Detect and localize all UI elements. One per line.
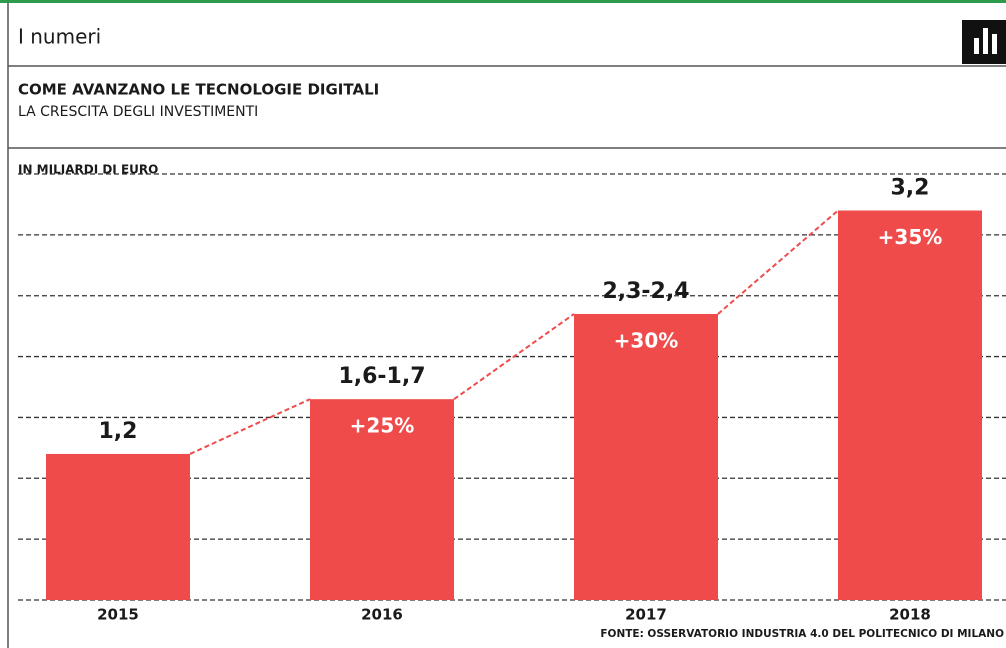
- header: I numeri: [18, 25, 101, 49]
- top-rule: [0, 0, 1006, 3]
- icon-bar: [992, 34, 997, 54]
- connector: [717, 209, 839, 315]
- value-label: 1,6-1,7: [338, 364, 425, 389]
- chart-title: COME AVANZANO LE TECNOLOGIE DIGITALI: [18, 81, 379, 99]
- icon-bar: [983, 28, 988, 54]
- x-tick-label: 2016: [361, 606, 403, 624]
- x-tick-label: 2017: [625, 606, 667, 624]
- connector: [453, 313, 575, 400]
- value-label: 2,3-2,4: [602, 279, 689, 304]
- bar: [46, 453, 190, 600]
- icon-bar: [974, 38, 979, 54]
- axis-label: IN MILIARDI DI EURO: [18, 163, 158, 177]
- x-tick-label: 2015: [97, 606, 139, 624]
- bar: [574, 313, 718, 600]
- growth-label: +25%: [350, 414, 415, 438]
- bar: [310, 399, 454, 600]
- value-label: 1,2: [99, 419, 138, 444]
- x-tick-label: 2018: [889, 606, 931, 624]
- growth-label: +35%: [878, 225, 943, 249]
- value-label: 3,2: [891, 176, 930, 201]
- growth-label: +30%: [614, 328, 679, 352]
- connector: [189, 398, 311, 455]
- source: FONTE: OSSERVATORIO INDUSTRIA 4.0 DEL PO…: [600, 628, 1004, 640]
- bar: [838, 210, 982, 600]
- chart-subtitle: LA CRESCITA DEGLI INVESTIMENTI: [18, 104, 258, 120]
